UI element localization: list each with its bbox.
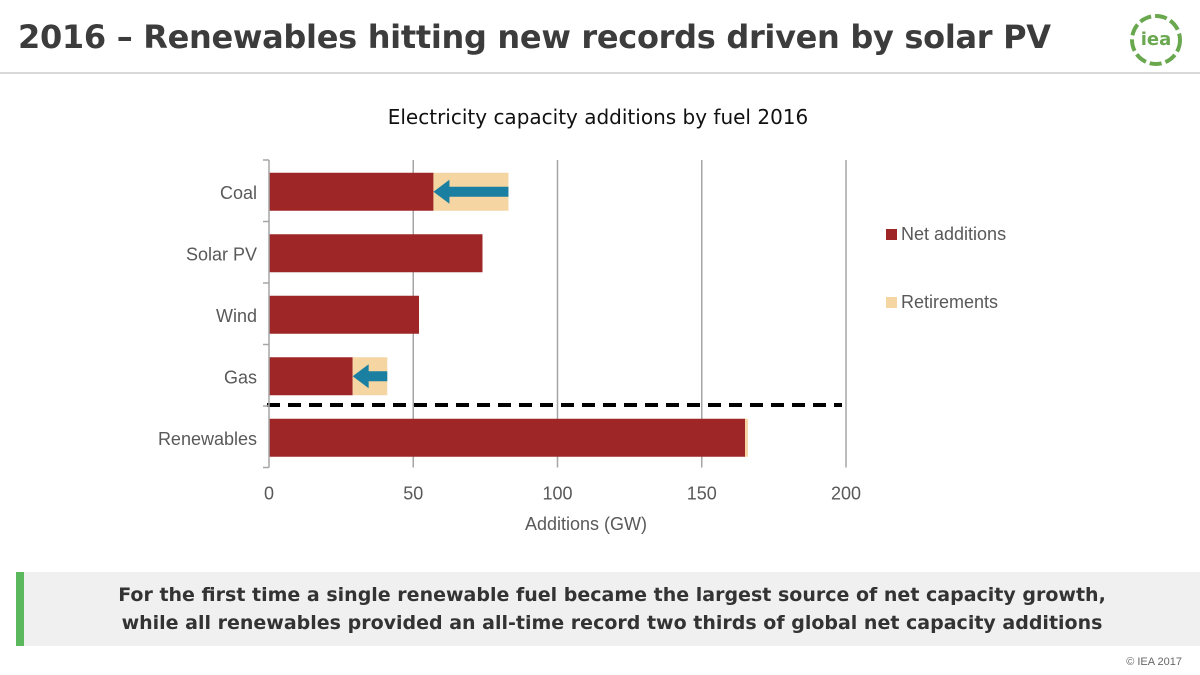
iea-logo: iea xyxy=(1128,12,1184,68)
legend-swatch xyxy=(886,229,897,240)
arrows xyxy=(267,179,842,407)
legend: Net additions Retirements xyxy=(886,224,1006,312)
x-tick-label: 100 xyxy=(542,484,572,504)
bars xyxy=(269,172,748,457)
x-tick-label: 150 xyxy=(687,484,717,504)
chart-title: Electricity capacity additions by fuel 2… xyxy=(388,105,809,129)
axes: 0 50 100 150 200 Coal Solar PV Wind Gas Renewable… xyxy=(158,159,861,504)
category-label: Coal xyxy=(220,183,257,203)
retirement-arrow-head xyxy=(352,364,369,389)
key-message-callout: For the first time a single renewable fu… xyxy=(16,572,1200,646)
category-label: Renewables xyxy=(158,429,257,449)
x-tick-label: 50 xyxy=(403,484,423,504)
category-label: Gas xyxy=(224,367,257,387)
category-label: Wind xyxy=(216,306,257,326)
copyright: © IEA 2017 xyxy=(1126,656,1182,668)
legend-label: Net additions xyxy=(901,224,1006,244)
legend-swatch xyxy=(886,297,897,308)
capacity-additions-chart: Electricity capacity additions by fuel 2… xyxy=(158,105,1006,534)
bar-net-additions xyxy=(269,172,434,211)
logo-ring-icon xyxy=(1130,14,1182,66)
logo-text: iea xyxy=(1140,29,1172,50)
legend-label: Retirements xyxy=(901,292,998,312)
retirement-arrow-head xyxy=(433,179,450,204)
title-divider xyxy=(0,72,1200,74)
bar-net-additions xyxy=(269,295,420,334)
bar-net-additions xyxy=(269,234,483,273)
bar-retirements xyxy=(745,418,748,457)
bar-net-additions xyxy=(269,418,746,457)
x-axis-label: Additions (GW) xyxy=(525,514,647,534)
x-tick-label: 200 xyxy=(831,484,861,504)
callout-line-2: while all renewables provided an all-tim… xyxy=(121,612,1103,634)
category-label: Solar PV xyxy=(186,244,257,264)
callout-accent-bar xyxy=(16,572,24,646)
x-tick-label: 0 xyxy=(264,484,274,504)
callout-line-1: For the first time a single renewable fu… xyxy=(118,584,1106,606)
bar-net-additions xyxy=(269,357,353,396)
slide-title: 2016 – Renewables hitting new records dr… xyxy=(18,18,1051,56)
